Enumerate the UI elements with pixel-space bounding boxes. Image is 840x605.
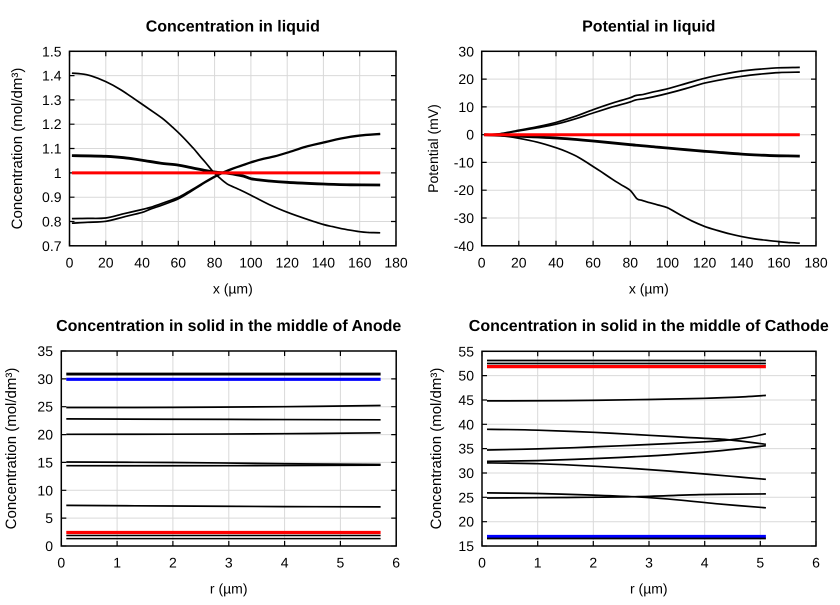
svg-text:10: 10 bbox=[458, 99, 474, 115]
svg-text:0: 0 bbox=[45, 538, 53, 554]
svg-text:120: 120 bbox=[693, 255, 717, 271]
svg-text:160: 160 bbox=[767, 255, 791, 271]
svg-text:2: 2 bbox=[169, 555, 177, 571]
svg-text:120: 120 bbox=[276, 255, 300, 271]
svg-text:x (µm): x (µm) bbox=[629, 281, 669, 297]
svg-text:5: 5 bbox=[337, 555, 345, 571]
svg-text:6: 6 bbox=[392, 555, 400, 571]
svg-text:-30: -30 bbox=[454, 210, 474, 226]
svg-text:15: 15 bbox=[37, 454, 53, 470]
svg-text:180: 180 bbox=[804, 255, 828, 271]
svg-text:0: 0 bbox=[66, 255, 74, 271]
svg-text:140: 140 bbox=[730, 255, 754, 271]
svg-text:40: 40 bbox=[134, 255, 150, 271]
svg-text:0: 0 bbox=[478, 255, 486, 271]
svg-text:35: 35 bbox=[458, 441, 474, 457]
svg-text:0: 0 bbox=[57, 555, 65, 571]
svg-text:Potential (mV): Potential (mV) bbox=[425, 104, 441, 193]
svg-text:-40: -40 bbox=[454, 238, 474, 254]
svg-text:2: 2 bbox=[589, 555, 597, 571]
svg-text:100: 100 bbox=[656, 255, 680, 271]
svg-text:50: 50 bbox=[458, 368, 474, 384]
svg-text:0.9: 0.9 bbox=[42, 189, 62, 205]
svg-text:4: 4 bbox=[701, 555, 709, 571]
svg-text:r (µm): r (µm) bbox=[630, 581, 668, 597]
svg-text:20: 20 bbox=[37, 427, 53, 443]
svg-text:5: 5 bbox=[756, 555, 764, 571]
svg-text:Concentration (mol/dm³): Concentration (mol/dm³) bbox=[3, 368, 20, 530]
svg-text:35: 35 bbox=[37, 343, 53, 359]
svg-text:Concentration in liquid: Concentration in liquid bbox=[146, 19, 320, 36]
svg-text:Potential in liquid: Potential in liquid bbox=[582, 19, 715, 36]
svg-text:160: 160 bbox=[348, 255, 372, 271]
svg-text:1: 1 bbox=[54, 165, 62, 181]
svg-text:1.1: 1.1 bbox=[42, 141, 62, 157]
svg-text:55: 55 bbox=[458, 343, 474, 359]
svg-text:80: 80 bbox=[623, 255, 639, 271]
svg-text:6: 6 bbox=[812, 555, 820, 571]
svg-text:1.4: 1.4 bbox=[42, 68, 62, 84]
svg-text:20: 20 bbox=[458, 71, 474, 87]
svg-text:1: 1 bbox=[113, 555, 121, 571]
svg-text:1: 1 bbox=[534, 555, 542, 571]
svg-text:15: 15 bbox=[458, 538, 474, 554]
svg-text:3: 3 bbox=[225, 555, 233, 571]
svg-text:140: 140 bbox=[312, 255, 336, 271]
svg-text:-10: -10 bbox=[454, 154, 474, 170]
svg-text:0.8: 0.8 bbox=[42, 214, 62, 230]
svg-text:20: 20 bbox=[458, 514, 474, 530]
svg-text:x (µm): x (µm) bbox=[213, 281, 253, 297]
svg-text:Concentration in solid in the: Concentration in solid in the middle of … bbox=[469, 318, 829, 335]
svg-text:10: 10 bbox=[37, 482, 53, 498]
svg-text:30: 30 bbox=[37, 371, 53, 387]
svg-text:20: 20 bbox=[98, 255, 114, 271]
svg-text:30: 30 bbox=[458, 43, 474, 59]
svg-text:4: 4 bbox=[281, 555, 289, 571]
svg-text:1.3: 1.3 bbox=[42, 92, 62, 108]
svg-text:1.5: 1.5 bbox=[42, 43, 62, 59]
svg-text:60: 60 bbox=[171, 255, 187, 271]
svg-text:r (µm): r (µm) bbox=[210, 581, 248, 597]
svg-text:0: 0 bbox=[478, 555, 486, 571]
svg-text:1.2: 1.2 bbox=[42, 116, 62, 132]
svg-text:25: 25 bbox=[37, 399, 53, 415]
svg-text:Concentration in solid in the: Concentration in solid in the middle of … bbox=[56, 318, 401, 335]
svg-text:20: 20 bbox=[511, 255, 527, 271]
svg-text:0.7: 0.7 bbox=[42, 238, 62, 254]
svg-text:0: 0 bbox=[466, 127, 474, 143]
svg-text:40: 40 bbox=[458, 416, 474, 432]
svg-text:-20: -20 bbox=[454, 182, 474, 198]
svg-text:180: 180 bbox=[384, 255, 408, 271]
svg-text:25: 25 bbox=[458, 489, 474, 505]
svg-text:45: 45 bbox=[458, 392, 474, 408]
svg-text:80: 80 bbox=[207, 255, 223, 271]
svg-text:40: 40 bbox=[548, 255, 564, 271]
svg-text:30: 30 bbox=[458, 465, 474, 481]
svg-text:5: 5 bbox=[45, 510, 53, 526]
svg-text:100: 100 bbox=[239, 255, 263, 271]
svg-text:Concentration (mol/dm³): Concentration (mol/dm³) bbox=[9, 68, 26, 230]
svg-text:3: 3 bbox=[645, 555, 653, 571]
svg-text:Concentration (mol/dm³): Concentration (mol/dm³) bbox=[428, 368, 445, 530]
svg-text:60: 60 bbox=[585, 255, 601, 271]
